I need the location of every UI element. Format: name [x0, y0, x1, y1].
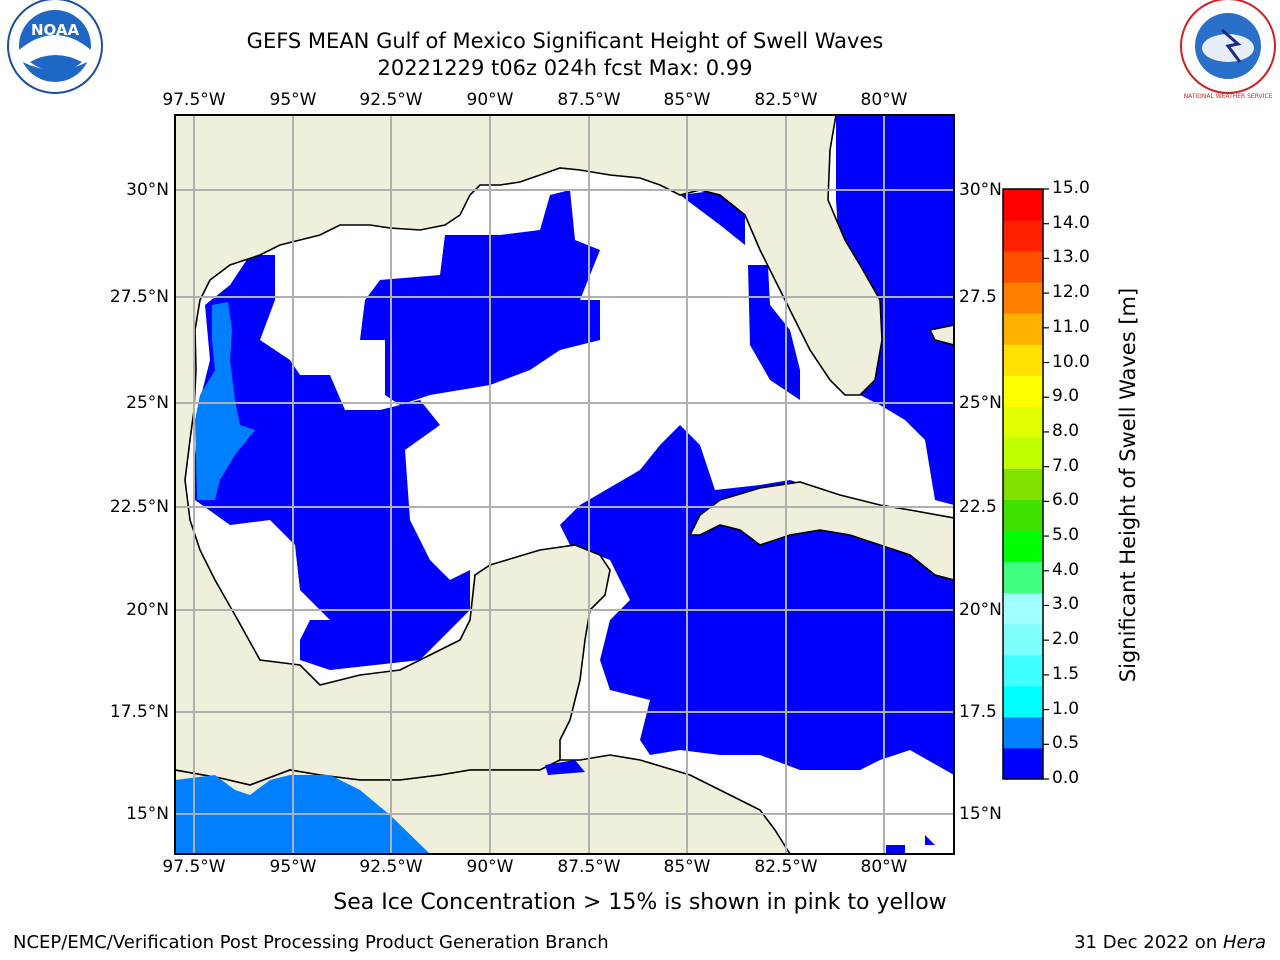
- footer-date-text: 31 Dec 2022: [1074, 932, 1190, 953]
- graticule: [175, 115, 954, 854]
- lon-tick: 97.5°W: [162, 90, 226, 110]
- lat-tick: 17.5: [959, 702, 997, 722]
- colorbar-segment: [1003, 530, 1043, 563]
- map-area: [175, 115, 954, 854]
- chart-subtitle: 20221229 t06z 024h fcst Max: 0.99: [377, 56, 753, 80]
- lat-tick: 22.5°N: [109, 497, 169, 517]
- noaa-logo-text: NOAA: [31, 21, 80, 39]
- lat-tick: 22.5: [959, 497, 997, 517]
- lon-tick: 85°W: [663, 857, 711, 877]
- colorbar-segment: [1003, 499, 1043, 532]
- colorbar-tick-label: 2.0: [1052, 629, 1080, 650]
- lat-tick: 20°N: [126, 600, 169, 620]
- colorbar-tick-label: 11.0: [1052, 316, 1090, 337]
- lon-tick: 85°W: [663, 90, 711, 110]
- colorbar-tick-label: 9.0: [1052, 386, 1080, 407]
- lat-tick: 15°N: [959, 804, 1002, 824]
- colorbar-segment: [1003, 189, 1043, 221]
- colorbar-segment: [1003, 437, 1043, 469]
- colorbar-segment: [1003, 592, 1043, 625]
- lat-tick: 27.5: [959, 287, 997, 307]
- colorbar-segment: [1003, 251, 1043, 283]
- colorbar-segment: [1003, 468, 1043, 501]
- lat-tick: 25°N: [959, 393, 1002, 413]
- colorbar-tick-label: 5.0: [1052, 525, 1080, 546]
- colorbar-tick-label: 0.0: [1052, 768, 1080, 788]
- colorbar-label: Significant Height of Swell Waves [m]: [1116, 287, 1140, 683]
- lat-tick: 15°N: [126, 804, 169, 824]
- colorbar-segment: [1003, 344, 1043, 376]
- colorbar-segment: [1003, 747, 1043, 780]
- colorbar-segment: [1003, 623, 1043, 656]
- colorbar-segment: [1003, 313, 1043, 345]
- footer-machine: Hera: [1222, 932, 1266, 953]
- colorbar-tick-label: 1.5: [1052, 663, 1080, 684]
- lon-tick: 90°W: [466, 90, 514, 110]
- colorbar-segment: [1003, 561, 1043, 594]
- chart-title: GEFS MEAN Gulf of Mexico Significant Hei…: [246, 29, 884, 53]
- colorbar-tick-label: 6.0: [1052, 490, 1080, 511]
- lon-tick: 92.5°W: [359, 90, 423, 110]
- colorbar-tick-label: 8.0: [1052, 420, 1080, 441]
- colorbar-tick-label: 1.0: [1052, 698, 1080, 719]
- lon-tick: 87.5°W: [557, 857, 621, 877]
- colorbar-segment: [1003, 654, 1043, 687]
- colorbar-tick-label: 4.0: [1052, 559, 1080, 580]
- sea-ice-note: Sea Ice Concentration > 15% is shown in …: [333, 890, 947, 915]
- lon-tick: 82.5°W: [754, 857, 818, 877]
- colorbar-tick-label: 12.0: [1052, 282, 1090, 303]
- footer-date: 31 Dec 2022 on Hera: [1074, 932, 1266, 953]
- footer-branch: NCEP/EMC/Verification Post Processing Pr…: [13, 932, 609, 953]
- noaa-logo: NOAA: [7, 0, 103, 94]
- colorbar-segment: [1003, 375, 1043, 407]
- map-frame: [174, 114, 955, 855]
- colorbar-segment: [1003, 220, 1043, 252]
- colorbar-segment: [1003, 406, 1043, 438]
- lon-tick: 95°W: [269, 90, 317, 110]
- colorbar-tick-label: 13.0: [1052, 247, 1090, 268]
- lat-tick: 20°N: [959, 600, 1002, 620]
- swell-field-yucatan: [545, 760, 585, 775]
- lat-tick: 25°N: [126, 393, 169, 413]
- lon-tick: 92.5°W: [359, 857, 423, 877]
- colorbar-tick-label: 10.0: [1052, 351, 1090, 372]
- footer-on: on: [1189, 932, 1223, 953]
- colorbar-segment: [1003, 685, 1043, 718]
- lat-tick: 27.5°N: [109, 287, 169, 307]
- colorbar-segment: [1003, 282, 1043, 314]
- lon-tick: 80°W: [860, 857, 908, 877]
- colorbar-tick-label: 14.0: [1052, 212, 1090, 233]
- lon-tick: 97.5°W: [162, 857, 226, 877]
- colorbar-tick-label: 0.5: [1052, 733, 1080, 754]
- nws-logo-text: NATIONAL WEATHER SERVICE: [1184, 93, 1273, 100]
- colorbar: [1003, 188, 1049, 780]
- nws-logo: NATIONAL WEATHER SERVICE: [1180, 0, 1276, 100]
- lon-tick: 82.5°W: [754, 90, 818, 110]
- colorbar-tick-label: 15.0: [1052, 178, 1090, 198]
- lon-tick: 90°W: [466, 857, 514, 877]
- colorbar-tick-label: 3.0: [1052, 594, 1080, 615]
- lat-tick: 17.5°N: [109, 702, 169, 722]
- lon-tick: 87.5°W: [557, 90, 621, 110]
- colorbar-frame: [1002, 188, 1044, 780]
- colorbar-segment: [1003, 716, 1043, 749]
- lat-tick: 30°N: [126, 180, 169, 200]
- lon-tick: 80°W: [860, 90, 908, 110]
- lon-tick: 95°W: [269, 857, 317, 877]
- colorbar-tick-label: 7.0: [1052, 455, 1080, 476]
- lat-tick: 30°N: [959, 180, 1002, 200]
